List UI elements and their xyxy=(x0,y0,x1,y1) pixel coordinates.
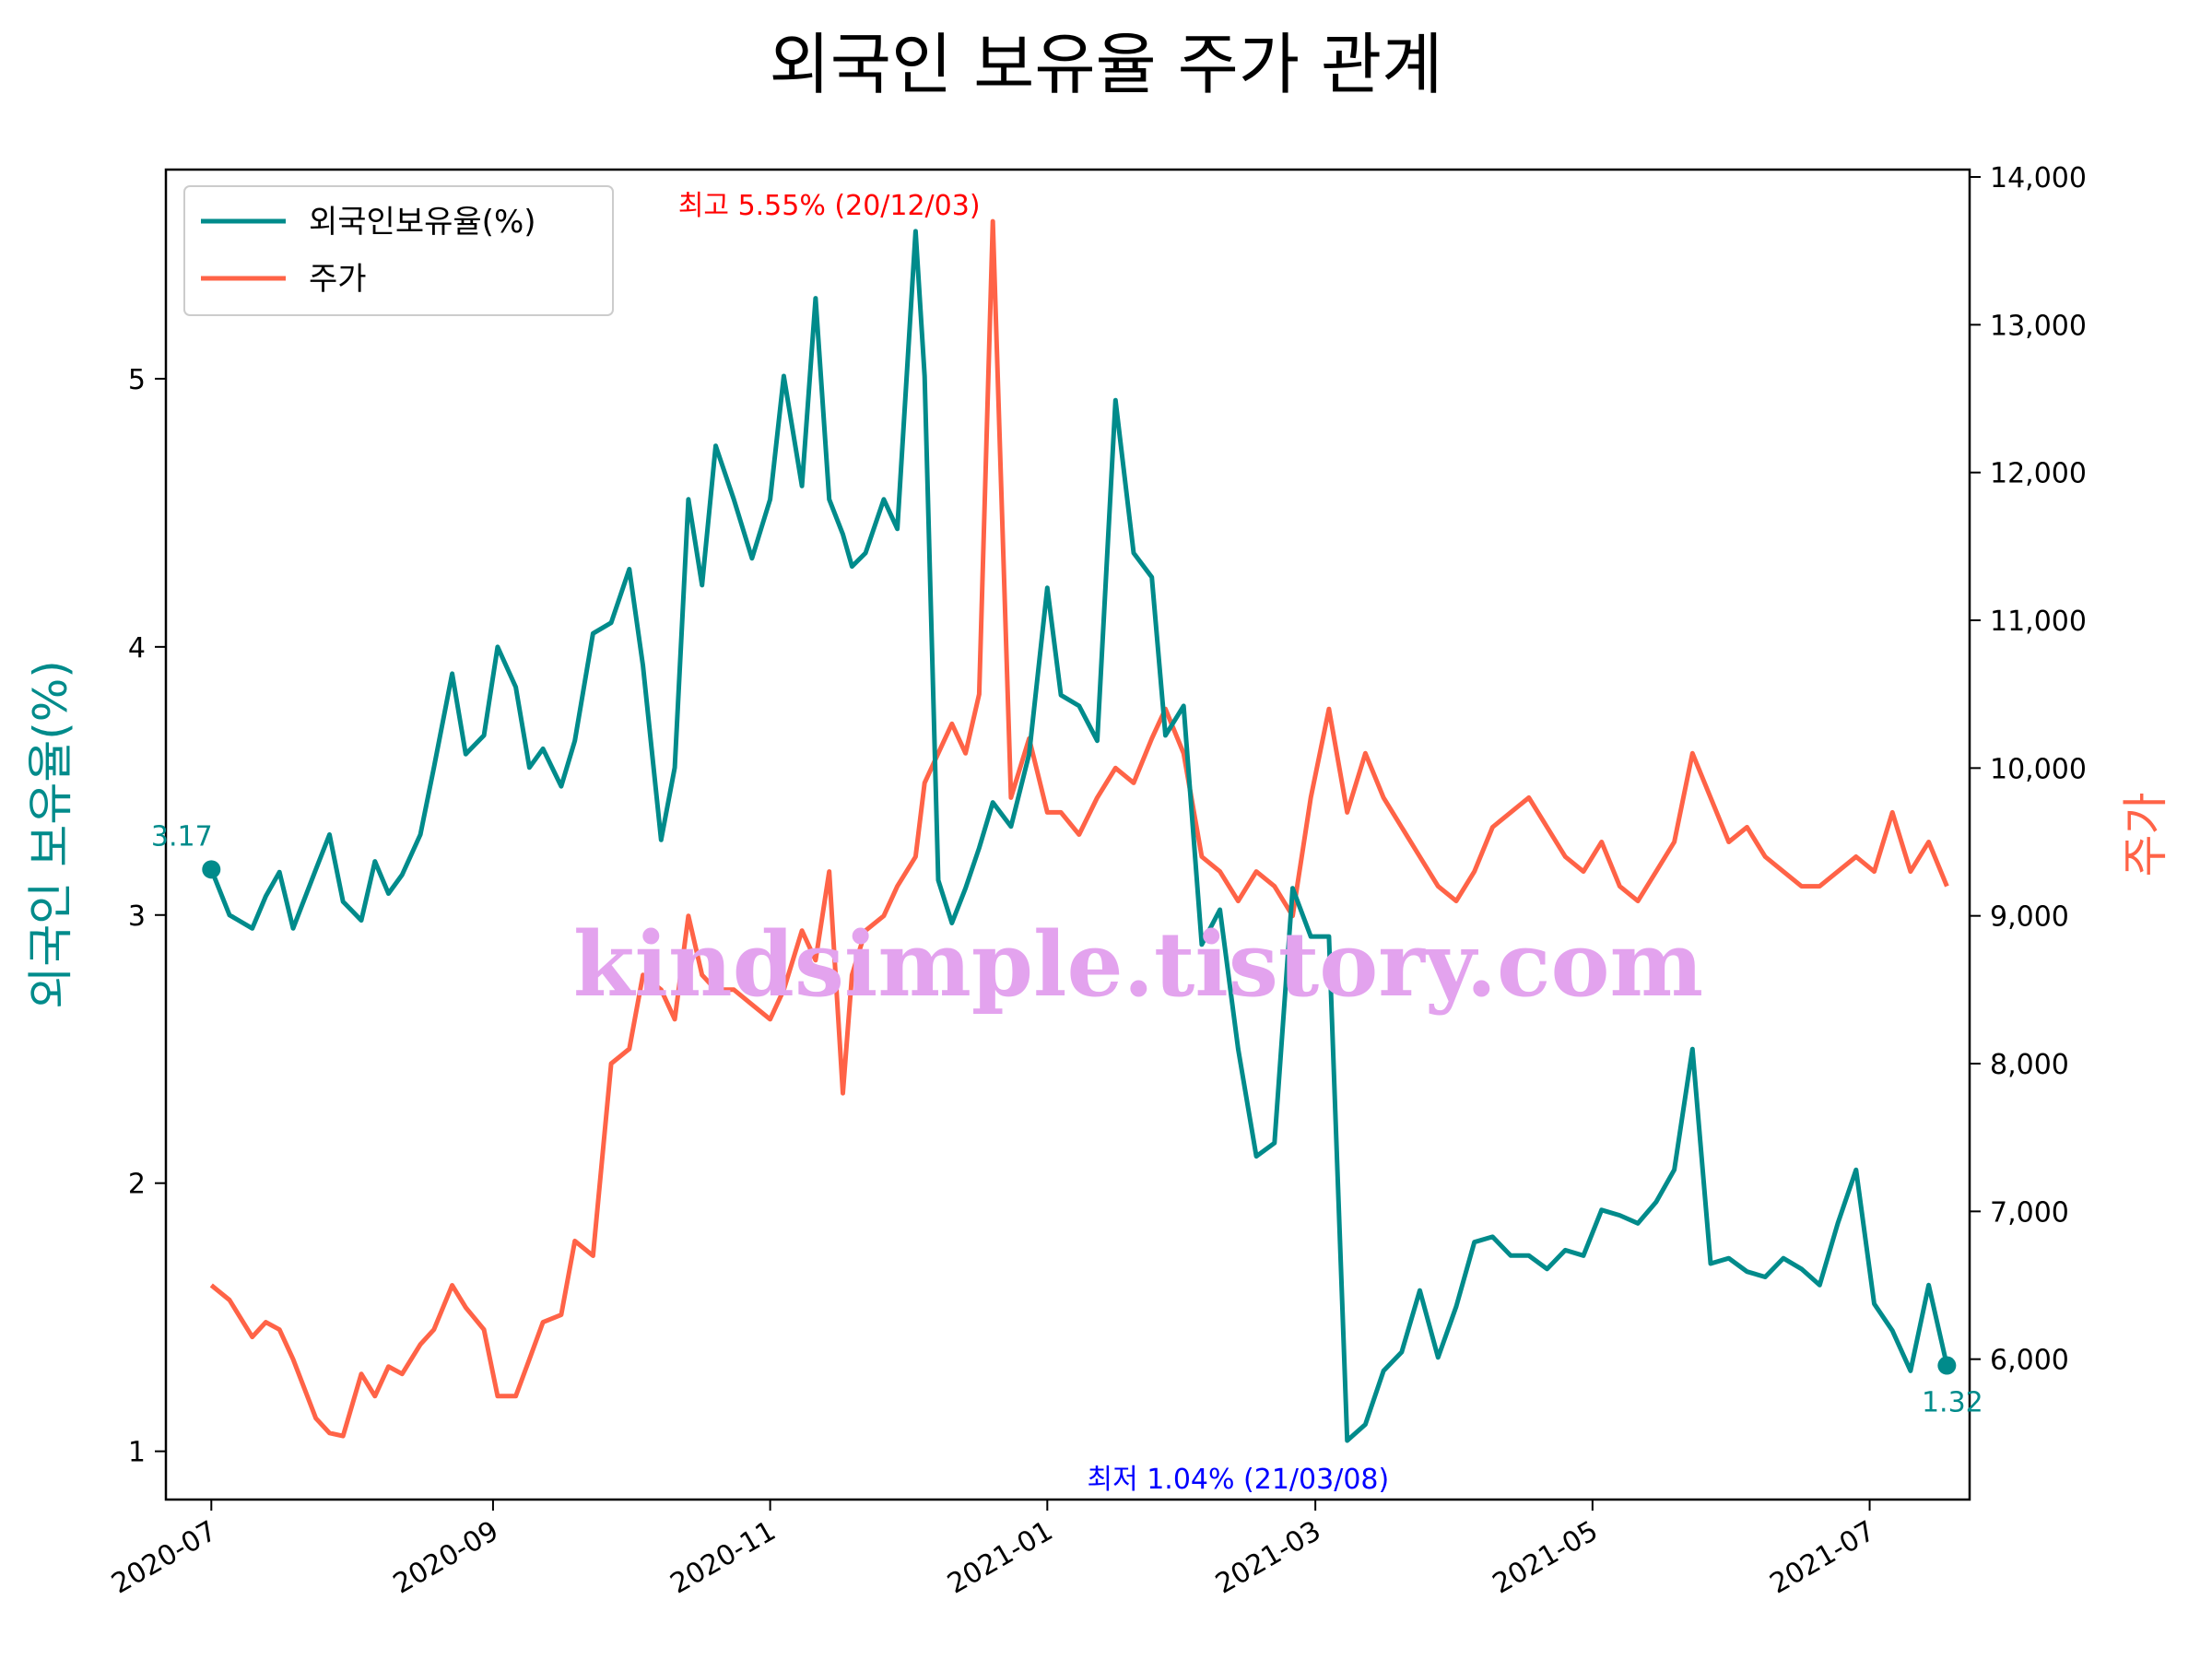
y-right-tick-label: 7,000 xyxy=(1990,1196,2069,1229)
y-axis-left-title: 외국인 보유율(%) xyxy=(24,660,77,1008)
watermark-text: kindsimple.tistory.com xyxy=(573,912,1703,1017)
y-right-tick-label: 8,000 xyxy=(1990,1049,2069,1081)
end-value-label: 1.32 xyxy=(1922,1387,1983,1419)
y-left-tick-label: 3 xyxy=(128,900,146,933)
legend-box xyxy=(183,185,614,316)
x-tick-label: 2020-09 xyxy=(388,1515,504,1601)
legend-label-ownership: 외국인보유율(%) xyxy=(309,204,536,241)
series-layer xyxy=(208,218,1949,1443)
y-right-tick-label: 11,000 xyxy=(1990,606,2087,638)
legend: 외국인보유율(%) 주가 xyxy=(183,185,614,316)
legend-label-price: 주가 xyxy=(309,261,367,298)
y-left-tick-label: 5 xyxy=(128,364,146,396)
y-axis-left: 1 2 3 4 5 xyxy=(128,364,166,1469)
y-left-tick-label: 1 xyxy=(128,1437,146,1469)
max-annotation: 최고 5.55% (20/12/03) xyxy=(678,190,981,222)
x-tick-label: 2021-07 xyxy=(1764,1515,1880,1601)
y-right-tick-label: 12,000 xyxy=(1990,458,2087,490)
plot-area xyxy=(164,168,1971,1501)
y-axis-right: 6,000 7,000 8,000 9,000 10,000 11,000 12,000 13… xyxy=(1970,162,2087,1377)
y-right-tick-label: 10,000 xyxy=(1990,753,2087,785)
start-value-label: 3.17 xyxy=(151,820,213,853)
plot-frame xyxy=(164,168,1971,1501)
x-tick-label: 2021-01 xyxy=(942,1515,1058,1601)
y-axis-right-title: 주가 xyxy=(2119,793,2172,877)
price-line xyxy=(209,218,1949,1439)
y-right-tick-label: 9,000 xyxy=(1990,901,2069,934)
x-tick-label: 2021-03 xyxy=(1210,1515,1326,1601)
x-tick-label: 2021-05 xyxy=(1488,1515,1604,1601)
start-point-marker xyxy=(202,860,221,879)
y-left-tick-label: 2 xyxy=(128,1169,146,1201)
y-left-tick-label: 4 xyxy=(128,632,146,665)
y-right-tick-label: 13,000 xyxy=(1990,310,2087,342)
y-right-tick-label: 14,000 xyxy=(1990,162,2087,194)
chart-title: 외국인 보유율 주가 관계 xyxy=(769,26,1442,103)
x-axis: 2020-07 2020-09 2020-11 2021-01 2021-03 2021-… xyxy=(106,1500,1881,1601)
min-annotation: 최저 1.04% (21/03/08) xyxy=(1087,1464,1389,1496)
end-point-marker xyxy=(1937,1356,1957,1375)
ownership-line xyxy=(208,229,1949,1443)
x-tick-label: 2020-11 xyxy=(665,1515,782,1601)
y-right-tick-label: 6,000 xyxy=(1990,1345,2069,1377)
x-tick-label: 2020-07 xyxy=(106,1515,222,1601)
